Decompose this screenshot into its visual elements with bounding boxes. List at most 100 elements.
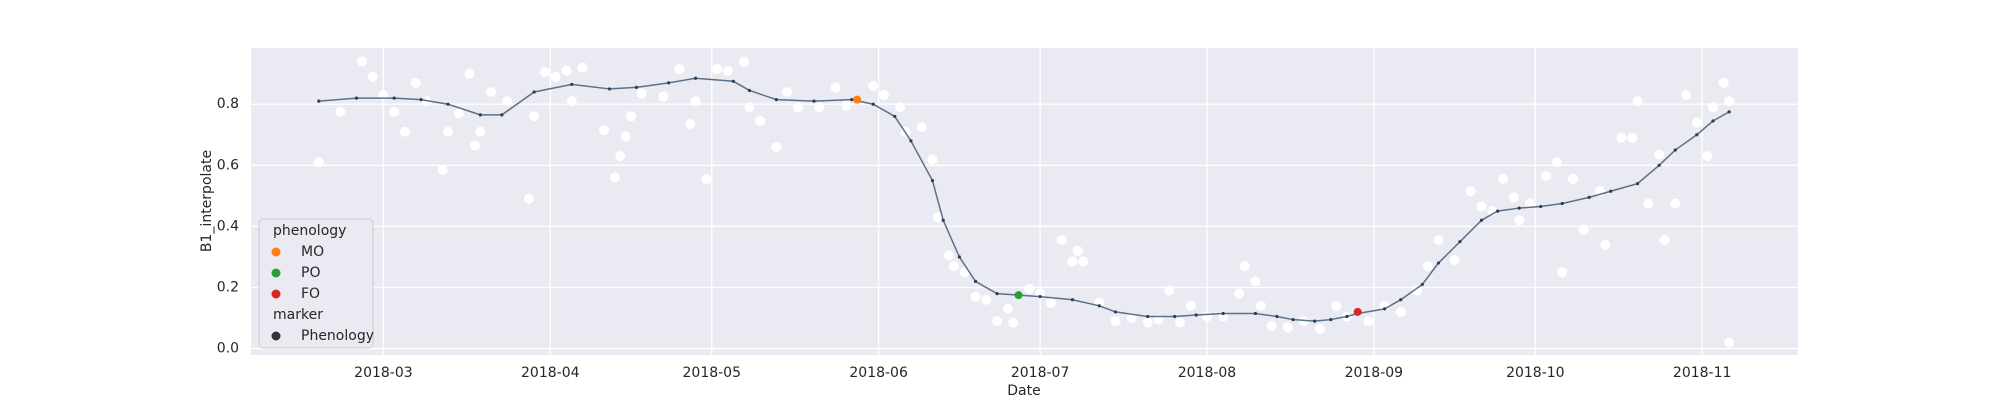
raw-point xyxy=(1185,300,1196,311)
raw-point xyxy=(879,90,890,101)
x-tick-label: 2018-07 xyxy=(1011,365,1070,381)
smoothed-point xyxy=(667,81,671,85)
smoothed-point xyxy=(893,114,897,119)
raw-point xyxy=(1315,323,1326,334)
smoothed-point xyxy=(1458,240,1462,244)
raw-point xyxy=(970,291,981,302)
raw-point xyxy=(792,102,803,113)
raw-point xyxy=(722,65,733,76)
smoothed-point xyxy=(1291,317,1295,322)
raw-point xyxy=(1551,157,1562,168)
raw-point xyxy=(1363,316,1374,327)
smoothed-point xyxy=(1587,195,1591,199)
smoothed-point xyxy=(1313,319,1317,323)
smoothed-point xyxy=(1673,148,1677,152)
smoothed-point xyxy=(694,76,698,80)
smoothed-point xyxy=(1038,295,1042,299)
raw-point xyxy=(841,100,852,111)
smoothed-point xyxy=(909,139,913,143)
raw-point xyxy=(1395,306,1406,317)
raw-point xyxy=(443,126,454,137)
smoothed-point xyxy=(747,88,752,93)
raw-point xyxy=(1110,316,1121,327)
raw-point xyxy=(1691,117,1702,128)
raw-point xyxy=(1670,198,1681,209)
raw-point xyxy=(1234,288,1245,299)
raw-point xyxy=(1142,317,1153,328)
smoothed-point xyxy=(1146,314,1150,319)
smoothed-point xyxy=(1399,298,1403,302)
smoothed-point xyxy=(317,99,321,103)
raw-point xyxy=(1126,313,1137,324)
x-axis-label: Date xyxy=(1007,383,1040,399)
smoothed-point xyxy=(532,90,536,94)
raw-point xyxy=(1250,276,1261,287)
raw-point xyxy=(814,102,825,113)
smoothed-point xyxy=(1711,119,1715,123)
raw-point xyxy=(367,71,378,82)
smoothed-point xyxy=(607,87,612,91)
raw-point xyxy=(1008,317,1019,328)
raw-point xyxy=(1707,102,1718,113)
raw-point xyxy=(399,126,410,137)
smoothed-point xyxy=(446,102,450,106)
phenology-point xyxy=(853,95,862,104)
legend-title: phenology xyxy=(273,223,346,239)
raw-point xyxy=(1718,77,1729,88)
raw-point xyxy=(1072,245,1083,256)
raw-point xyxy=(1024,284,1035,295)
smoothed-point xyxy=(354,96,359,100)
raw-point xyxy=(895,102,906,113)
phenology-point xyxy=(1353,307,1362,316)
raw-point xyxy=(1724,337,1735,348)
raw-point xyxy=(959,267,970,278)
smoothed-point xyxy=(419,98,423,102)
raw-point xyxy=(626,111,637,122)
smoothed-point xyxy=(1253,311,1258,316)
smoothed-point xyxy=(1657,163,1661,167)
raw-point xyxy=(1627,132,1638,143)
raw-point xyxy=(1524,198,1535,209)
raw-point xyxy=(335,106,346,117)
smoothed-point xyxy=(500,113,504,117)
raw-point xyxy=(313,157,324,168)
raw-point xyxy=(739,56,750,67)
smoothed-point xyxy=(1635,182,1640,186)
smoothed-point xyxy=(1221,311,1225,316)
raw-point xyxy=(529,111,540,122)
smoothed-point xyxy=(1345,314,1349,319)
raw-point xyxy=(948,261,959,272)
raw-point xyxy=(1616,132,1627,143)
raw-point xyxy=(1422,261,1433,272)
raw-point xyxy=(1487,206,1498,217)
raw-point xyxy=(410,77,421,88)
raw-point xyxy=(1724,96,1735,107)
legend-marker xyxy=(271,331,281,341)
smoothed-point xyxy=(634,85,639,90)
raw-point xyxy=(502,96,513,107)
raw-point xyxy=(1465,186,1476,197)
raw-point xyxy=(1433,235,1444,246)
smoothed-point xyxy=(930,178,935,183)
y-tick-label: 0.2 xyxy=(217,279,239,295)
raw-point xyxy=(1411,285,1422,296)
raw-point xyxy=(992,316,1003,327)
smoothed-point xyxy=(973,279,978,283)
smoothed-point xyxy=(1329,317,1333,322)
raw-point xyxy=(1255,300,1266,311)
smoothed-point xyxy=(570,82,574,86)
raw-point xyxy=(561,65,572,76)
smoothed-point xyxy=(1275,314,1279,319)
raw-point xyxy=(830,82,841,93)
raw-point xyxy=(1557,267,1568,278)
legend-label: FO xyxy=(301,286,320,302)
plot-area xyxy=(251,48,1798,355)
raw-point xyxy=(755,116,766,127)
raw-point xyxy=(1175,317,1186,328)
raw-point xyxy=(1002,303,1013,314)
smoothed-point xyxy=(1194,313,1198,317)
legend-box xyxy=(258,218,374,349)
marks xyxy=(313,56,1735,348)
raw-point xyxy=(1508,192,1519,203)
